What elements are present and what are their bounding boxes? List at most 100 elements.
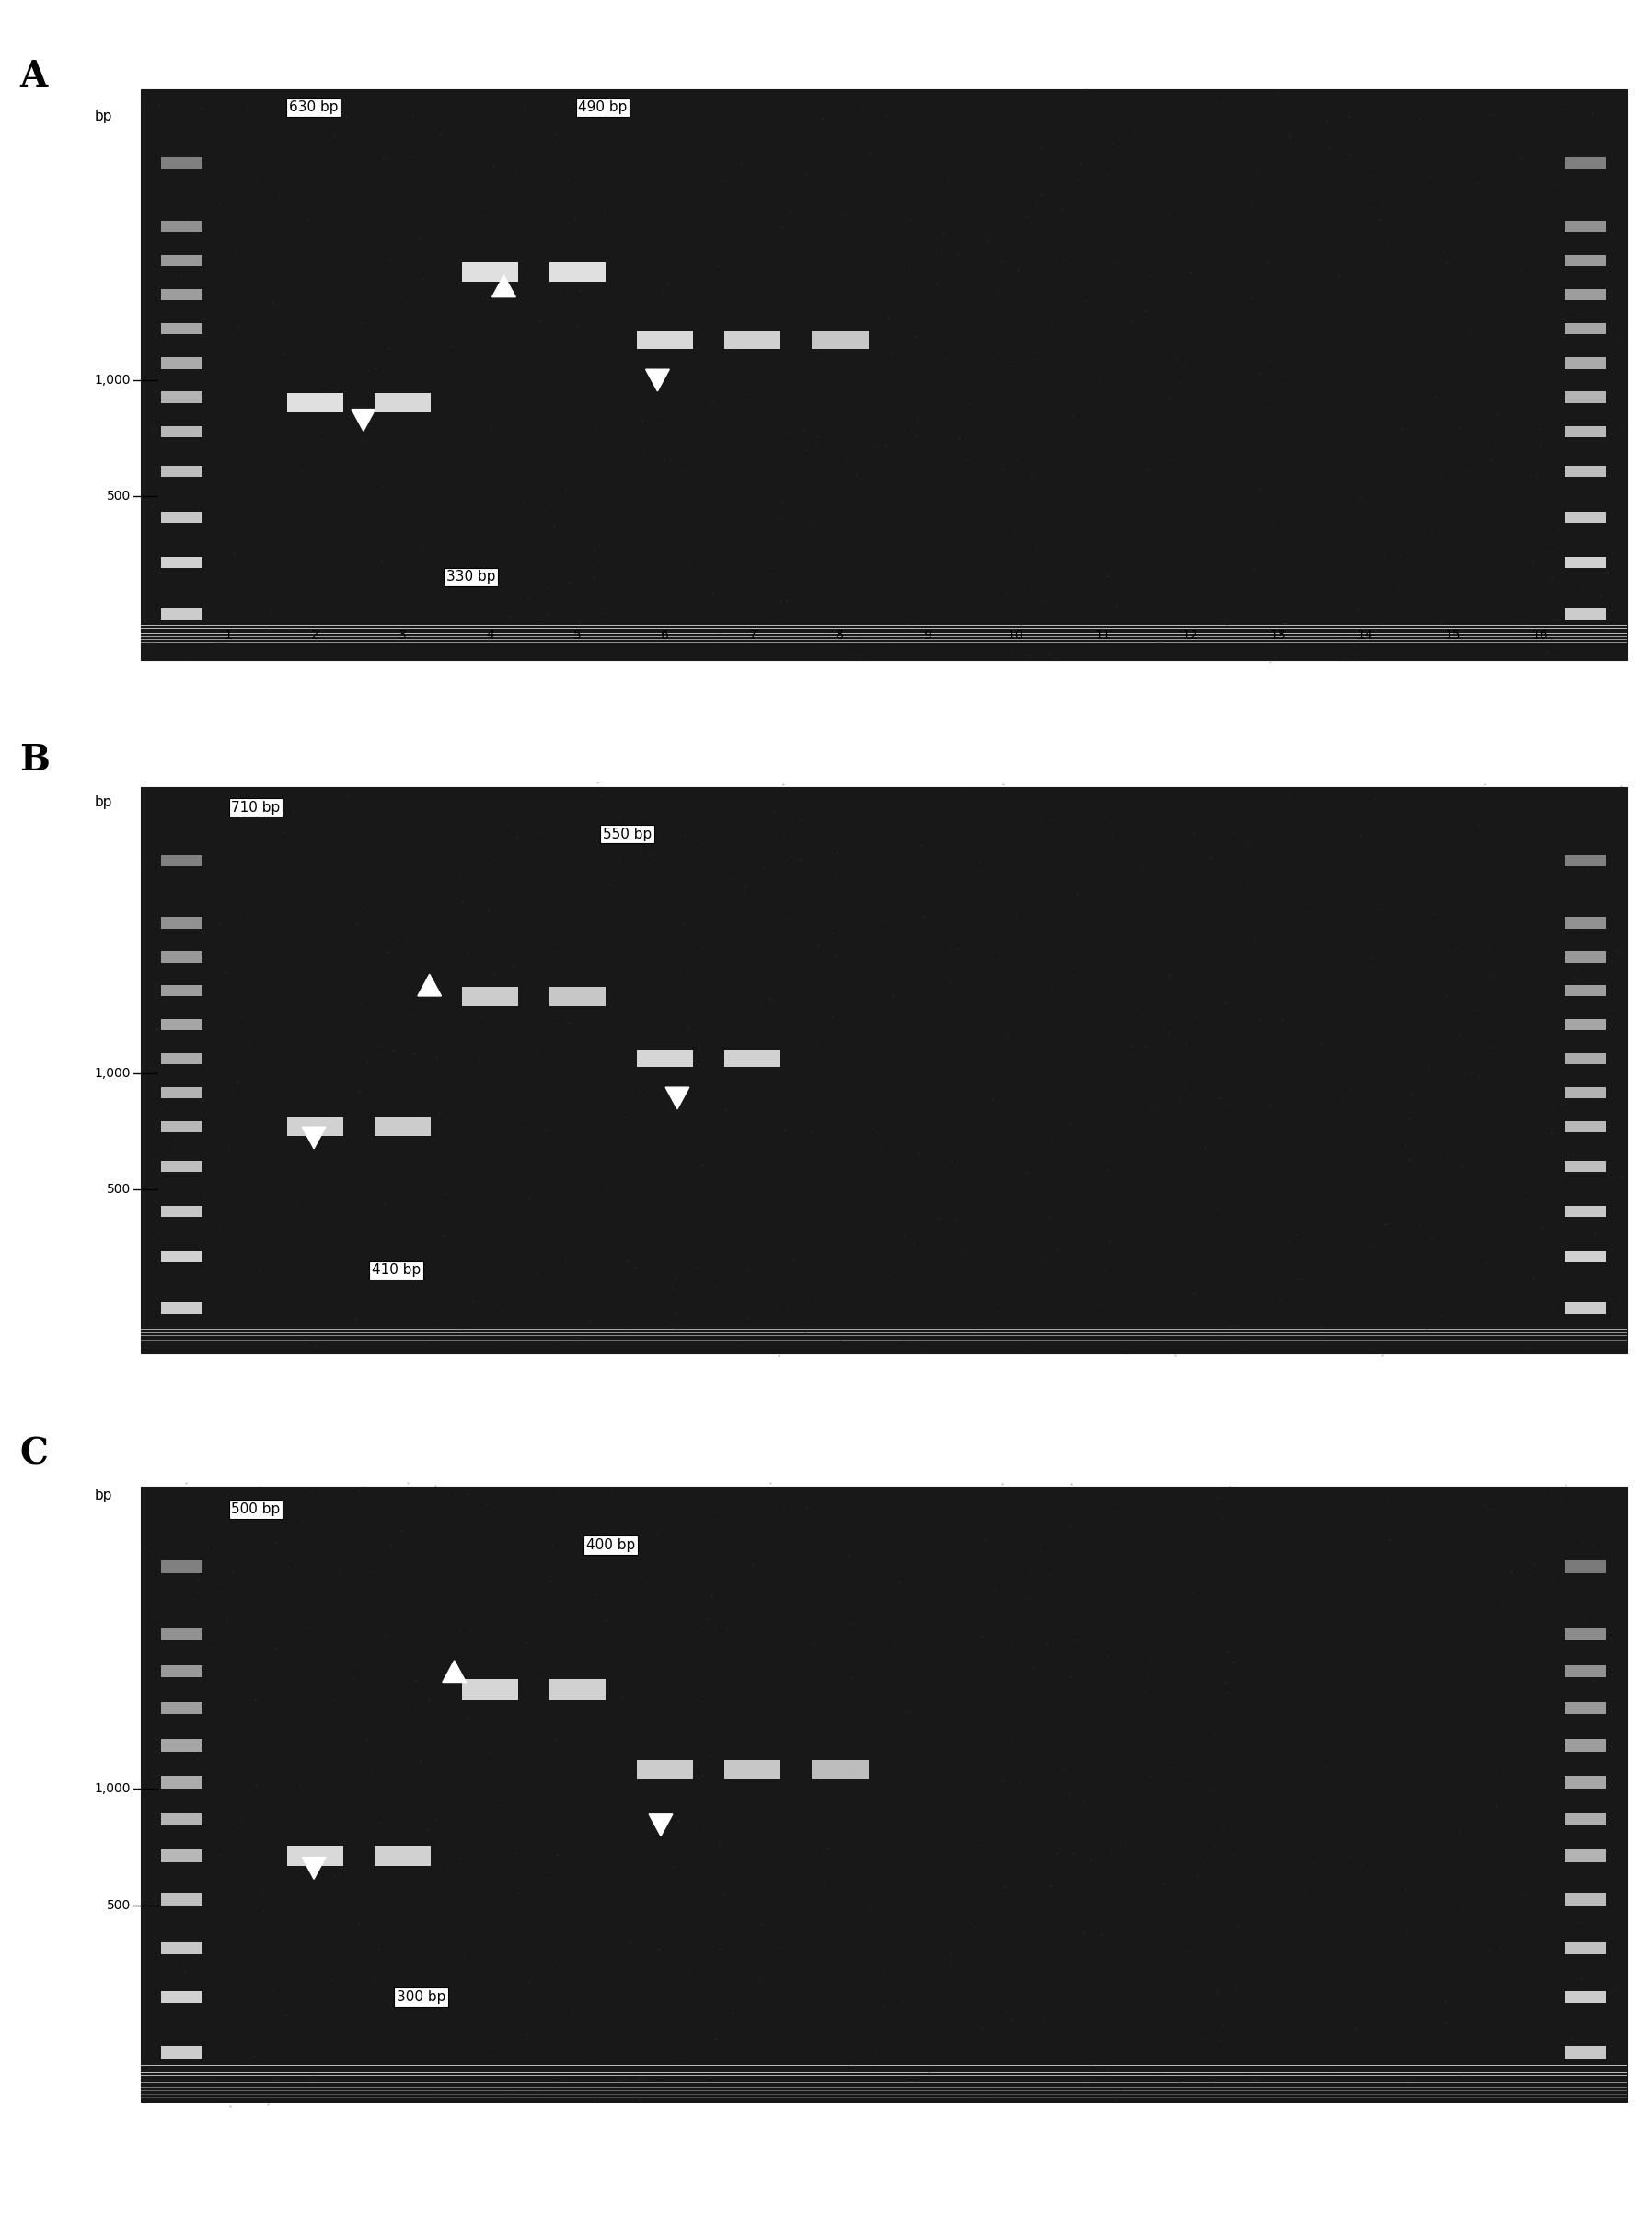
Bar [1564,1160,1606,1172]
Text: 500 bp: 500 bp [231,1503,281,1516]
Bar [1564,1205,1606,1216]
Bar [162,358,203,369]
Bar [162,465,203,476]
Bar [140,787,1627,1353]
Bar [1564,288,1606,300]
Bar [638,1760,694,1780]
Bar [1564,608,1606,619]
Bar [1564,1087,1606,1098]
Bar [1564,1020,1606,1031]
Bar [724,1051,781,1067]
Text: 13: 13 [1269,628,1285,642]
Bar [162,159,203,170]
Bar [375,1845,431,1867]
Bar [1564,1740,1606,1751]
Bar [463,1679,519,1699]
Bar [162,1301,203,1313]
Bar [550,262,606,282]
Bar [1564,1120,1606,1131]
Bar [1564,986,1606,997]
Text: bp: bp [94,110,112,123]
Bar [1564,1666,1606,1677]
Bar [724,331,781,349]
Text: 410 bp: 410 bp [372,1263,421,1277]
Text: 1,000: 1,000 [94,1782,131,1796]
Bar [162,1628,203,1641]
Text: 500: 500 [106,1183,131,1196]
Text: 16: 16 [1531,628,1548,642]
Bar [1564,391,1606,402]
Polygon shape [418,975,441,995]
Text: 400 bp: 400 bp [586,1538,636,1552]
Bar [1564,1250,1606,1263]
Bar [162,1892,203,1905]
Bar [638,331,694,349]
Bar [1564,221,1606,233]
Text: 15: 15 [1444,628,1460,642]
Bar [463,262,519,282]
Bar [724,1760,781,1780]
Bar [140,89,1627,660]
Bar [1564,1561,1606,1574]
Text: 6: 6 [661,628,669,642]
Bar [162,221,203,233]
Bar [162,608,203,619]
Bar [811,331,869,349]
Text: 710 bp: 710 bp [231,800,281,814]
Bar [1564,1053,1606,1064]
Text: 5: 5 [573,628,582,642]
Bar [1564,917,1606,928]
Bar [1564,1813,1606,1825]
Bar [162,425,203,438]
Polygon shape [646,369,669,391]
Bar [1564,465,1606,476]
Bar [287,394,344,414]
Bar [162,1813,203,1825]
Bar [162,1849,203,1863]
Bar [140,1487,1627,2102]
Bar [1564,1702,1606,1715]
Text: A: A [20,58,48,94]
Bar [1564,1892,1606,1905]
Bar [463,986,519,1006]
Text: bp: bp [94,1489,112,1503]
Text: 3: 3 [398,628,406,642]
Text: bp: bp [94,796,112,809]
Text: B: B [20,742,50,778]
Polygon shape [352,409,375,432]
Bar [162,1702,203,1715]
Text: 1: 1 [223,628,231,642]
Bar [1564,159,1606,170]
Bar [1564,1775,1606,1789]
Polygon shape [649,1813,672,1836]
Bar [287,1116,344,1136]
Bar [1564,854,1606,865]
Bar [162,391,203,402]
Text: 14: 14 [1356,628,1373,642]
Bar [162,255,203,266]
Bar [550,986,606,1006]
Bar [162,1250,203,1263]
Text: 10: 10 [1008,628,1023,642]
Bar [1564,1301,1606,1313]
Polygon shape [492,275,515,297]
Text: 500: 500 [106,1898,131,1912]
Bar [1564,950,1606,961]
Text: 11: 11 [1094,628,1110,642]
Text: 12: 12 [1181,628,1198,642]
Bar [287,1845,344,1867]
Bar [550,1679,606,1699]
Bar [1564,557,1606,568]
Bar [162,1120,203,1131]
Bar [162,557,203,568]
Polygon shape [302,1858,325,1878]
Bar [1564,255,1606,266]
Bar [162,950,203,961]
Text: 500: 500 [106,490,131,503]
Text: 4: 4 [486,628,494,642]
Bar [1564,425,1606,438]
Text: 300 bp: 300 bp [396,1990,446,2003]
Bar [1564,1849,1606,1863]
Text: 550 bp: 550 bp [603,827,653,841]
Text: 330 bp: 330 bp [446,570,496,584]
